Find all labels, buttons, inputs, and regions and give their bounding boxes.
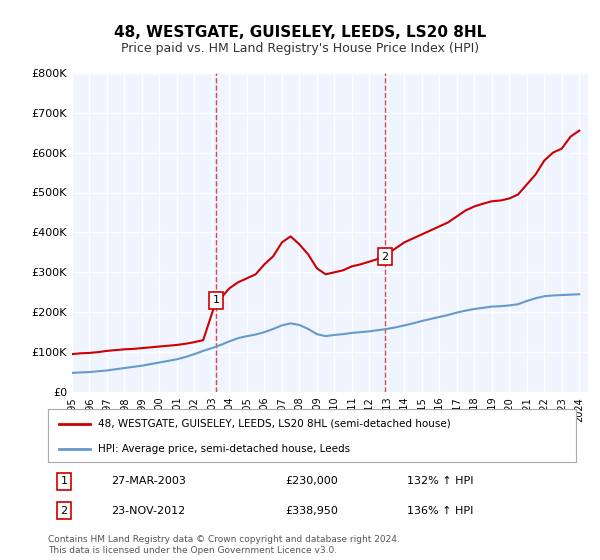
Text: 1: 1 [213, 295, 220, 305]
Text: 136% ↑ HPI: 136% ↑ HPI [407, 506, 473, 516]
Text: Contains HM Land Registry data © Crown copyright and database right 2024.: Contains HM Land Registry data © Crown c… [48, 535, 400, 544]
Text: £230,000: £230,000 [286, 476, 338, 486]
Text: 132% ↑ HPI: 132% ↑ HPI [407, 476, 473, 486]
Text: 27-MAR-2003: 27-MAR-2003 [112, 476, 186, 486]
Text: 1: 1 [61, 476, 67, 486]
Text: £338,950: £338,950 [286, 506, 338, 516]
Text: 2: 2 [382, 252, 389, 262]
Text: This data is licensed under the Open Government Licence v3.0.: This data is licensed under the Open Gov… [48, 546, 337, 555]
Text: HPI: Average price, semi-detached house, Leeds: HPI: Average price, semi-detached house,… [98, 444, 350, 454]
Text: 2: 2 [60, 506, 67, 516]
Text: 48, WESTGATE, GUISELEY, LEEDS, LS20 8HL (semi-detached house): 48, WESTGATE, GUISELEY, LEEDS, LS20 8HL … [98, 419, 451, 429]
Text: 48, WESTGATE, GUISELEY, LEEDS, LS20 8HL: 48, WESTGATE, GUISELEY, LEEDS, LS20 8HL [114, 25, 486, 40]
Text: 23-NOV-2012: 23-NOV-2012 [112, 506, 185, 516]
Text: Price paid vs. HM Land Registry's House Price Index (HPI): Price paid vs. HM Land Registry's House … [121, 42, 479, 55]
